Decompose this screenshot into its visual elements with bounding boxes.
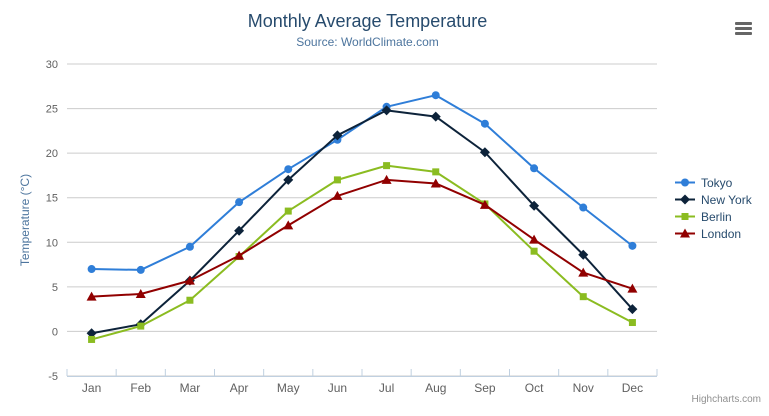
point-berlin[interactable]: [432, 168, 440, 176]
point-berlin[interactable]: [186, 296, 194, 304]
point-berlin[interactable]: [530, 247, 538, 255]
triangle-series-marker-icon: [675, 228, 695, 238]
y-tick-label: 0: [52, 326, 58, 338]
point-berlin[interactable]: [284, 207, 292, 215]
point-london[interactable]: [135, 288, 146, 298]
circle-series-marker-icon: [675, 178, 695, 187]
point-london[interactable]: [332, 190, 343, 200]
y-tick-label: 5: [52, 282, 58, 294]
credits-link[interactable]: Highcharts.com: [691, 394, 761, 405]
legend-item-tokyo[interactable]: Tokyo: [674, 174, 752, 191]
square-marker-glyph[interactable]: [681, 213, 689, 220]
point-london[interactable]: [529, 234, 540, 244]
point-london[interactable]: [86, 291, 97, 301]
point-new-york[interactable]: [283, 174, 294, 185]
point-tokyo[interactable]: [87, 265, 96, 274]
chart-subtitle: Source: WorldClimate.com: [296, 35, 439, 49]
y-tick-label: 15: [46, 193, 58, 205]
point-berlin[interactable]: [137, 322, 145, 330]
legend: Tokyo New York Berlin London: [674, 174, 752, 242]
point-berlin[interactable]: [628, 319, 636, 327]
point-tokyo[interactable]: [431, 91, 440, 100]
point-new-york[interactable]: [332, 130, 343, 141]
x-category-label: Sep: [474, 381, 496, 395]
x-category-label: Jun: [328, 381, 347, 395]
diamond-series-marker-icon: [675, 194, 695, 205]
x-category-label: Feb: [130, 381, 151, 395]
point-tokyo[interactable]: [136, 265, 145, 274]
point-new-york[interactable]: [86, 328, 97, 339]
point-new-york[interactable]: [627, 304, 638, 315]
point-london[interactable]: [381, 174, 392, 184]
y-tick-label: -5: [48, 371, 58, 383]
point-new-york[interactable]: [578, 249, 589, 260]
point-tokyo[interactable]: [284, 165, 293, 174]
legend-item-new-york[interactable]: New York: [674, 191, 752, 208]
x-category-label: Nov: [573, 381, 594, 395]
y-tick-label: 30: [46, 59, 58, 71]
point-london[interactable]: [578, 267, 589, 277]
point-tokyo[interactable]: [185, 242, 194, 251]
y-axis-title: Temperature (°C): [18, 174, 32, 266]
point-london[interactable]: [234, 250, 245, 260]
point-berlin[interactable]: [383, 162, 391, 170]
x-category-label: Oct: [525, 381, 544, 395]
point-berlin[interactable]: [579, 293, 587, 301]
point-london[interactable]: [479, 199, 490, 209]
series-line-new-york[interactable]: [90, 109, 634, 335]
export-menu-button[interactable]: [731, 18, 755, 38]
y-tick-label: 25: [46, 104, 58, 116]
point-london[interactable]: [627, 283, 638, 293]
x-category-label: Mar: [180, 381, 201, 395]
hamburger-menu-icon: [734, 21, 752, 36]
series-line-berlin[interactable]: [90, 164, 634, 341]
legend-label: London: [701, 226, 742, 241]
y-tick-label: 10: [46, 237, 58, 249]
x-category-label: May: [277, 381, 300, 395]
series-line-london[interactable]: [90, 178, 634, 298]
legend-item-berlin[interactable]: Berlin: [674, 208, 752, 225]
legend-label: Tokyo: [701, 175, 733, 190]
legend-item-london[interactable]: London: [674, 225, 752, 242]
diamond-marker-glyph[interactable]: [680, 194, 690, 205]
legend-label: Berlin: [701, 209, 732, 224]
x-category-label: Jan: [82, 381, 101, 395]
point-new-york[interactable]: [430, 111, 441, 122]
point-london[interactable]: [430, 178, 441, 188]
point-berlin[interactable]: [88, 335, 96, 343]
point-new-york[interactable]: [381, 105, 392, 116]
point-berlin[interactable]: [333, 176, 341, 184]
point-new-york[interactable]: [234, 225, 245, 236]
point-tokyo[interactable]: [579, 203, 588, 212]
point-tokyo[interactable]: [480, 119, 489, 128]
x-category-label: Aug: [425, 381, 446, 395]
series-line-tokyo[interactable]: [90, 94, 634, 271]
point-tokyo[interactable]: [530, 164, 539, 173]
y-tick-label: 20: [46, 148, 58, 160]
point-london[interactable]: [184, 275, 195, 285]
triangle-marker-glyph[interactable]: [680, 228, 690, 238]
legend-label: New York: [701, 192, 752, 207]
point-new-york[interactable]: [479, 147, 490, 158]
chart-title: Monthly Average Temperature: [247, 11, 488, 31]
square-series-marker-icon: [675, 213, 695, 220]
point-london[interactable]: [283, 220, 294, 230]
point-tokyo[interactable]: [628, 241, 637, 250]
point-tokyo[interactable]: [235, 198, 244, 207]
x-category-label: Jul: [379, 381, 394, 395]
point-new-york[interactable]: [529, 200, 540, 211]
x-category-label: Dec: [622, 381, 643, 395]
x-category-label: Apr: [230, 381, 249, 395]
circle-marker-glyph[interactable]: [681, 178, 689, 187]
